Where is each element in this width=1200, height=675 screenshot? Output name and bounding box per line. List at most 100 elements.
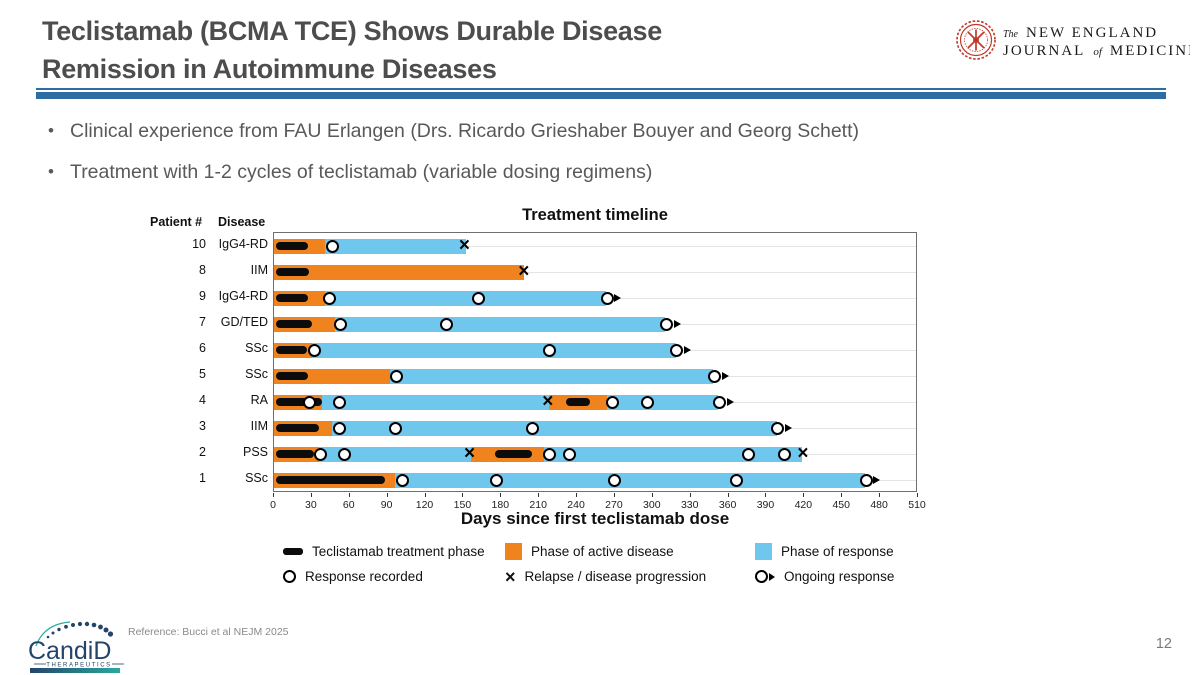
relapse-marker: × bbox=[542, 391, 554, 412]
response-segment bbox=[332, 420, 777, 436]
treatment-bar bbox=[275, 424, 320, 432]
candid-dotted-arc-icon bbox=[46, 621, 114, 639]
legend-label: Phase of active disease bbox=[531, 544, 674, 559]
ongoing-arrow-icon bbox=[721, 371, 729, 380]
chart-legend: Teclistamab treatment phase Phase of acti… bbox=[283, 543, 935, 587]
relapse-marker: × bbox=[463, 443, 476, 464]
patient-number-label: 5 bbox=[199, 367, 206, 381]
x-axis-tick bbox=[689, 493, 691, 497]
response-segment bbox=[390, 368, 714, 384]
legend-item: Response recorded bbox=[283, 569, 505, 584]
x-axis-tick-label: 0 bbox=[270, 499, 276, 511]
treatment-bar bbox=[275, 346, 307, 354]
x-axis-tick-label: 300 bbox=[643, 499, 661, 511]
response-marker bbox=[323, 291, 337, 305]
response-marker bbox=[777, 447, 791, 461]
ongoing-response-marker bbox=[600, 291, 614, 305]
x-axis-tick-label: 420 bbox=[794, 499, 813, 511]
response-segment bbox=[321, 394, 550, 410]
x-axis-tick-label: 390 bbox=[756, 499, 775, 511]
bullet-text-2: Treatment with 1-2 cycles of teclistamab… bbox=[70, 161, 653, 183]
treatment-chart: Treatment timeline Patient # Disease × × ×… bbox=[150, 206, 940, 536]
x-axis-tick bbox=[462, 493, 464, 497]
bullet-dot: • bbox=[48, 162, 54, 181]
relapse-marker: × bbox=[458, 235, 471, 256]
legend-label: Response recorded bbox=[305, 569, 423, 584]
nejm-medicine: MEDICINE bbox=[1110, 43, 1190, 59]
patient-number-label: 4 bbox=[199, 393, 206, 407]
patient-number-label: 2 bbox=[199, 445, 206, 459]
ongoing-arrow-icon bbox=[673, 319, 681, 328]
response-marker bbox=[325, 239, 339, 253]
ongoing-response-marker bbox=[708, 369, 722, 383]
title-divider-thin bbox=[36, 88, 1166, 90]
x-axis-tick bbox=[917, 493, 918, 497]
response-recorded-icon bbox=[283, 570, 296, 583]
x-axis-tick-label: 30 bbox=[305, 499, 317, 511]
disease-label: IIM bbox=[250, 419, 268, 433]
x-axis-tick-label: 510 bbox=[908, 499, 926, 511]
title-line-1: Teclistamab (BCMA TCE) Shows Durable Dis… bbox=[42, 16, 662, 46]
x-axis-tick-label: 150 bbox=[453, 499, 472, 511]
response-marker bbox=[314, 447, 328, 461]
disease-label: IIM bbox=[250, 263, 268, 277]
x-axis-tick bbox=[803, 493, 805, 497]
response-marker bbox=[440, 317, 454, 331]
legend-item: Teclistamab treatment phase bbox=[283, 543, 505, 560]
x-axis-tick bbox=[765, 493, 767, 497]
x-axis-tick-label: 180 bbox=[491, 499, 510, 511]
x-axis-tick-label: 240 bbox=[567, 499, 585, 511]
response-marker bbox=[388, 421, 402, 435]
response-segment bbox=[544, 446, 802, 462]
patient-number-label: 9 bbox=[199, 289, 206, 303]
legend-label: Teclistamab treatment phase bbox=[312, 544, 485, 559]
bullet-item: • Clinical experience from FAU Erlangen … bbox=[48, 118, 948, 144]
treatment-bar bbox=[275, 450, 315, 458]
legend-label: Phase of response bbox=[781, 544, 894, 559]
disease-label: SSc bbox=[245, 341, 268, 355]
x-axis-tick bbox=[538, 493, 540, 497]
svg-text:The NEW ENGLAND: The NEW ENGLAND bbox=[1003, 24, 1158, 41]
response-marker bbox=[489, 473, 503, 487]
x-axis-tick-label: 480 bbox=[870, 499, 888, 511]
patient-number-label: 8 bbox=[199, 263, 206, 277]
nejm-seal-icon bbox=[956, 20, 996, 60]
patient-number-label: 10 bbox=[192, 237, 206, 251]
x-axis-tick bbox=[613, 493, 615, 497]
patient-number-label: 3 bbox=[199, 419, 206, 433]
x-axis-tick-label: 270 bbox=[605, 499, 623, 511]
response-segment bbox=[607, 394, 719, 410]
x-axis-tick bbox=[310, 493, 312, 497]
response-segment bbox=[395, 472, 865, 488]
bullet-text-1: Clinical experience from FAU Erlangen (D… bbox=[70, 120, 860, 142]
x-axis-tick-label: 330 bbox=[680, 499, 699, 511]
x-axis-tick bbox=[348, 493, 350, 497]
x-axis-tick bbox=[386, 493, 388, 497]
ongoing-response-marker bbox=[713, 395, 727, 409]
x-axis-tick bbox=[841, 493, 843, 497]
legend-item: Phase of active disease bbox=[505, 543, 755, 560]
disease-label: PSS bbox=[242, 445, 268, 459]
x-axis-tick bbox=[273, 493, 274, 497]
response-marker bbox=[472, 291, 486, 305]
x-axis-tick bbox=[727, 493, 729, 497]
relapse-icon: × bbox=[505, 566, 516, 587]
candid-logo-svg: CandiD THERAPEUTICS bbox=[28, 621, 124, 669]
bullet-dot: • bbox=[48, 121, 54, 140]
x-axis-tick-label: 60 bbox=[342, 499, 355, 511]
active-disease-swatch-icon bbox=[505, 543, 522, 560]
ongoing-arrow-icon bbox=[726, 397, 734, 406]
x-axis-tick-label: 120 bbox=[415, 499, 434, 511]
treatment-bar bbox=[275, 320, 312, 328]
response-marker bbox=[605, 395, 619, 409]
response-marker bbox=[334, 317, 348, 331]
disease-label: SSc bbox=[245, 471, 268, 485]
nejm-logo: The NEW ENGLAND JOURNAL of MEDICINE bbox=[952, 16, 1197, 69]
ongoing-response-marker bbox=[660, 317, 674, 331]
treatment-bar bbox=[275, 372, 309, 380]
row-gridline bbox=[274, 245, 916, 247]
response-marker bbox=[542, 447, 556, 461]
candid-therapeutics-logo: CandiD THERAPEUTICS bbox=[26, 616, 130, 673]
disease-label: SSc bbox=[245, 367, 268, 381]
response-marker bbox=[562, 447, 576, 461]
